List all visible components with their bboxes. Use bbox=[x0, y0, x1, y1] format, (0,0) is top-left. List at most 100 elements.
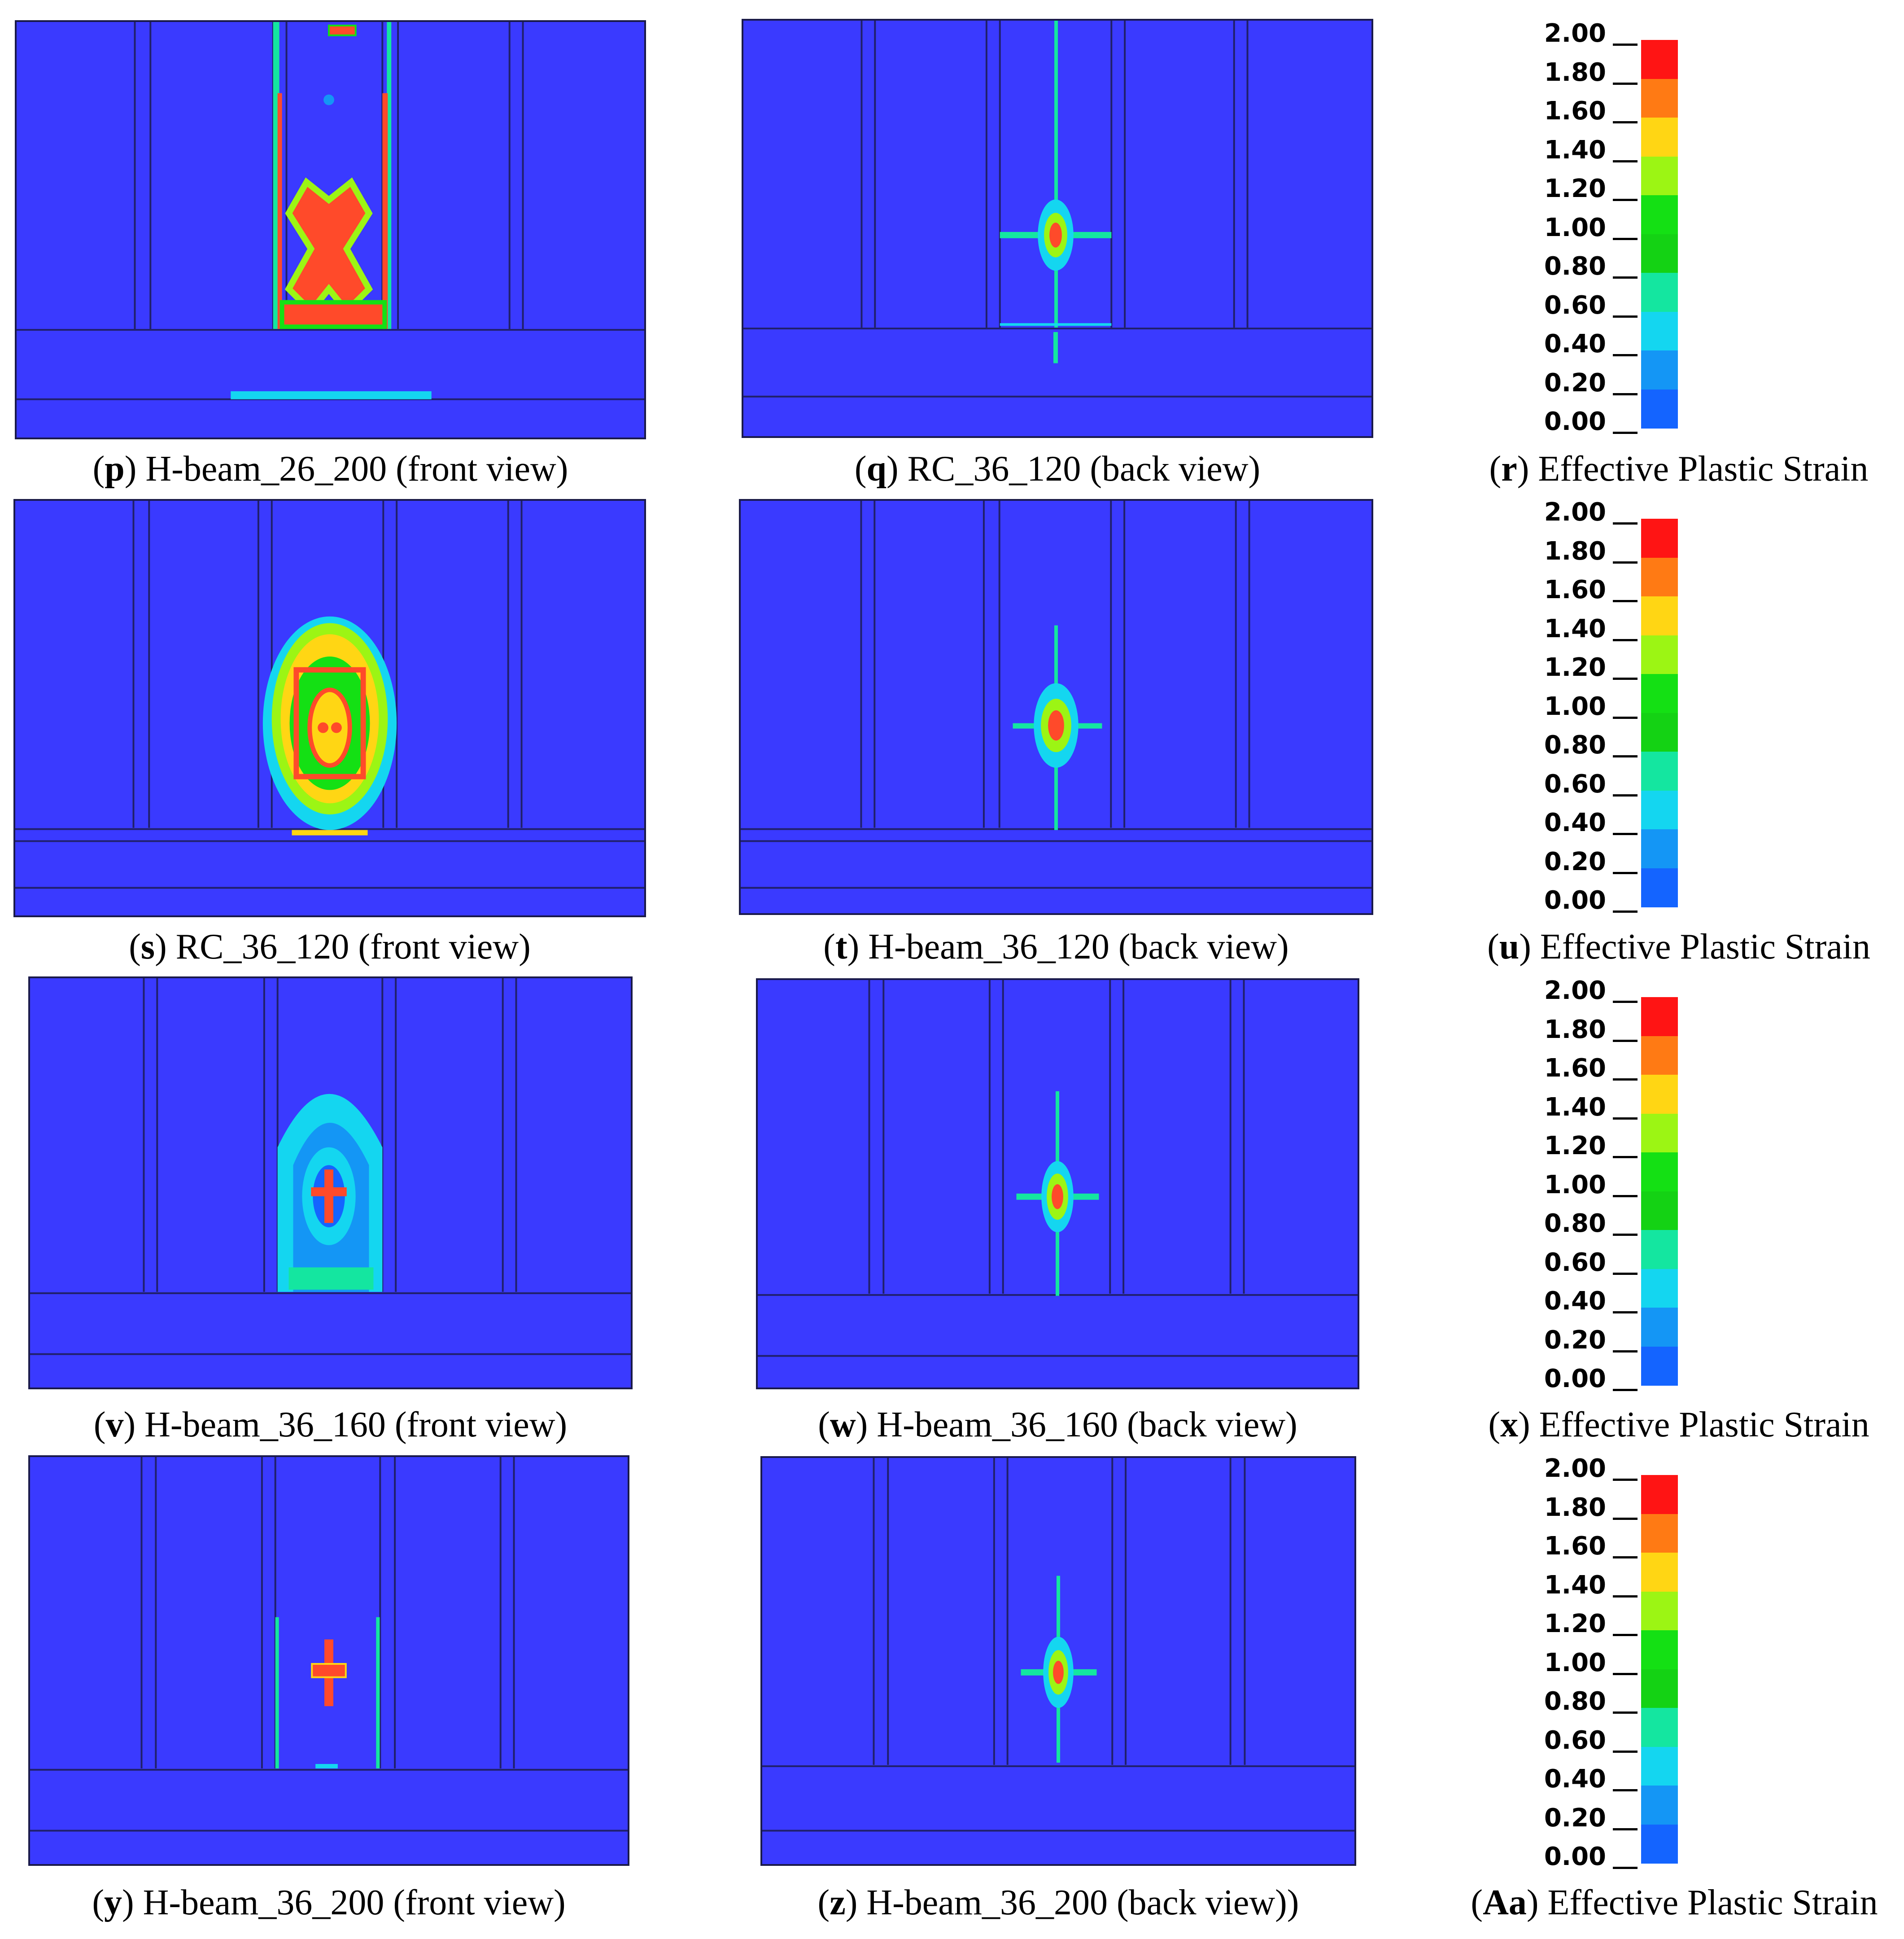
colorbar-tick-label: 1.00 bbox=[1544, 1648, 1606, 1677]
colorbar-segment bbox=[1641, 1514, 1678, 1553]
colorbar-tick-mark bbox=[1613, 1039, 1638, 1042]
colorbar-segment bbox=[1641, 1113, 1678, 1153]
caption-q: (q) RC_36_120 (back view) bbox=[854, 449, 1261, 489]
colorbar-tick-label: 1.20 bbox=[1544, 174, 1606, 203]
colorbar-tick-label: 1.80 bbox=[1544, 57, 1606, 87]
contour-panel-z bbox=[760, 1456, 1356, 1866]
colorbar-x: 2.00 1.80 1.60 1.40 1.20 1.00 0.80 0.60 0.40 0.20… bbox=[1503, 977, 1682, 1392]
colorbar-tick-mark bbox=[1613, 910, 1638, 913]
colorbar-tick-mark bbox=[1613, 561, 1638, 564]
colorbar-tick-mark bbox=[1613, 1634, 1638, 1636]
colorbar-segment bbox=[1641, 868, 1678, 907]
colorbar-tick-label: 2.00 bbox=[1544, 498, 1606, 527]
colorbar-segment bbox=[1641, 350, 1678, 390]
colorbar-tick-mark bbox=[1613, 1828, 1638, 1830]
colorbar-segment bbox=[1641, 713, 1678, 752]
colorbar-segment bbox=[1641, 1269, 1678, 1308]
colorbar-tick-label: 1.80 bbox=[1544, 536, 1606, 566]
colorbar-tick-label: 1.00 bbox=[1544, 1170, 1606, 1199]
colorbar-tick-mark bbox=[1613, 678, 1638, 680]
colorbar-segment bbox=[1641, 1191, 1678, 1230]
caption-t: (t) H-beam_36_120 (back view) bbox=[823, 927, 1289, 967]
colorbar-tick-label: 0.20 bbox=[1544, 1803, 1606, 1833]
colorbar-tick-label: 1.40 bbox=[1544, 1092, 1606, 1122]
colorbar-tick-mark bbox=[1613, 160, 1638, 162]
colorbar-tick-label: 0.80 bbox=[1544, 1209, 1606, 1238]
colorbar-tick-label: 0.60 bbox=[1544, 1247, 1606, 1277]
colorbar-tick-mark bbox=[1613, 1595, 1638, 1598]
colorbar-tick-mark bbox=[1613, 1078, 1638, 1081]
contour-panel-v bbox=[28, 976, 633, 1389]
contour-panel-y bbox=[28, 1455, 629, 1866]
colorbar-tick-mark bbox=[1613, 1479, 1638, 1481]
caption-w: (w) H-beam_36_160 (back view) bbox=[818, 1405, 1297, 1444]
colorbar-segment bbox=[1641, 311, 1678, 351]
colorbar-tick-mark bbox=[1613, 1711, 1638, 1714]
colorbar-segment bbox=[1641, 1036, 1678, 1075]
colorbar-segment bbox=[1641, 1346, 1678, 1386]
colorbar-tick-mark bbox=[1613, 1789, 1638, 1791]
colorbar-segment bbox=[1641, 156, 1678, 196]
colorbar-segment bbox=[1641, 273, 1678, 312]
colorbar-tick-mark bbox=[1613, 1272, 1638, 1275]
colorbar-segment bbox=[1641, 557, 1678, 597]
colorbar-segment bbox=[1641, 79, 1678, 118]
colorbar-tick-mark bbox=[1613, 1750, 1638, 1753]
colorbar-r: 2.00 1.80 1.60 1.40 1.20 1.00 0.80 0.60 0.40 0.20… bbox=[1503, 19, 1682, 436]
colorbar-tick-mark bbox=[1613, 315, 1638, 318]
colorbar-tick-mark bbox=[1613, 276, 1638, 279]
colorbar-segment bbox=[1641, 118, 1678, 157]
colorbar-tick-mark bbox=[1613, 354, 1638, 356]
caption-p: (p) H-beam_26_200 (front view) bbox=[92, 449, 568, 489]
colorbar-tick-label: 0.00 bbox=[1544, 1842, 1606, 1871]
colorbar-tick-mark bbox=[1613, 1350, 1638, 1352]
caption-r: (r) Effective Plastic Strain bbox=[1489, 449, 1869, 489]
colorbar-segment bbox=[1641, 1708, 1678, 1747]
contour-panel-t bbox=[739, 499, 1373, 915]
colorbar-tick-label: 1.60 bbox=[1544, 96, 1606, 126]
colorbar-tick-mark bbox=[1613, 522, 1638, 525]
colorbar-tick-mark bbox=[1613, 82, 1638, 85]
colorbar-tick-label: 1.20 bbox=[1544, 653, 1606, 682]
colorbar-tick-mark bbox=[1613, 600, 1638, 602]
colorbar-tick-mark bbox=[1613, 1311, 1638, 1313]
colorbar-tick-mark bbox=[1613, 1117, 1638, 1120]
colorbar-segment bbox=[1641, 674, 1678, 713]
colorbar-tick-mark bbox=[1613, 755, 1638, 757]
colorbar-segment bbox=[1641, 790, 1678, 830]
caption-y: (y) H-beam_36_200 (front view) bbox=[92, 1883, 566, 1922]
colorbar-tick-mark bbox=[1613, 871, 1638, 874]
colorbar-tick-label: 0.20 bbox=[1544, 368, 1606, 398]
colorbar-tick-mark bbox=[1613, 833, 1638, 835]
colorbar-tick-mark bbox=[1613, 199, 1638, 201]
colorbar-tick-label: 1.60 bbox=[1544, 1532, 1606, 1561]
caption-Aa: (Aa) Effective Plastic Strain bbox=[1471, 1883, 1878, 1922]
colorbar-Aa: 2.00 1.80 1.60 1.40 1.20 1.00 0.80 0.60 0.40 0.20… bbox=[1503, 1455, 1682, 1871]
colorbar-tick-mark bbox=[1613, 1001, 1638, 1003]
colorbar-tick-label: 0.20 bbox=[1544, 847, 1606, 876]
colorbar-tick-label: 0.20 bbox=[1544, 1325, 1606, 1355]
colorbar-tick-label: 0.40 bbox=[1544, 808, 1606, 837]
colorbar-tick-label: 1.00 bbox=[1544, 213, 1606, 242]
colorbar-tick-mark bbox=[1613, 1389, 1638, 1391]
colorbar-segment bbox=[1641, 1786, 1678, 1825]
colorbar-segment bbox=[1641, 234, 1678, 273]
colorbar-segment bbox=[1641, 997, 1678, 1037]
colorbar-tick-label: 2.00 bbox=[1544, 19, 1606, 48]
colorbar-tick-label: 1.40 bbox=[1544, 614, 1606, 643]
caption-u: (u) Effective Plastic Strain bbox=[1487, 927, 1870, 967]
colorbar-segment bbox=[1641, 195, 1678, 235]
colorbar-tick-label: 1.20 bbox=[1544, 1609, 1606, 1638]
contour-panel-p bbox=[15, 20, 646, 439]
colorbar-tick-label: 0.00 bbox=[1544, 407, 1606, 436]
colorbar-segment bbox=[1641, 389, 1678, 429]
colorbar-segment bbox=[1641, 1308, 1678, 1347]
colorbar-tick-mark bbox=[1613, 1234, 1638, 1236]
colorbar-tick-label: 1.60 bbox=[1544, 575, 1606, 604]
caption-v: (v) H-beam_36_160 (front view) bbox=[93, 1405, 568, 1444]
colorbar-segment bbox=[1641, 1630, 1678, 1670]
colorbar-tick-mark bbox=[1613, 1867, 1638, 1869]
colorbar-tick-mark bbox=[1613, 639, 1638, 641]
colorbar-segment bbox=[1641, 1824, 1678, 1864]
colorbar-tick-label: 0.60 bbox=[1544, 1725, 1606, 1755]
